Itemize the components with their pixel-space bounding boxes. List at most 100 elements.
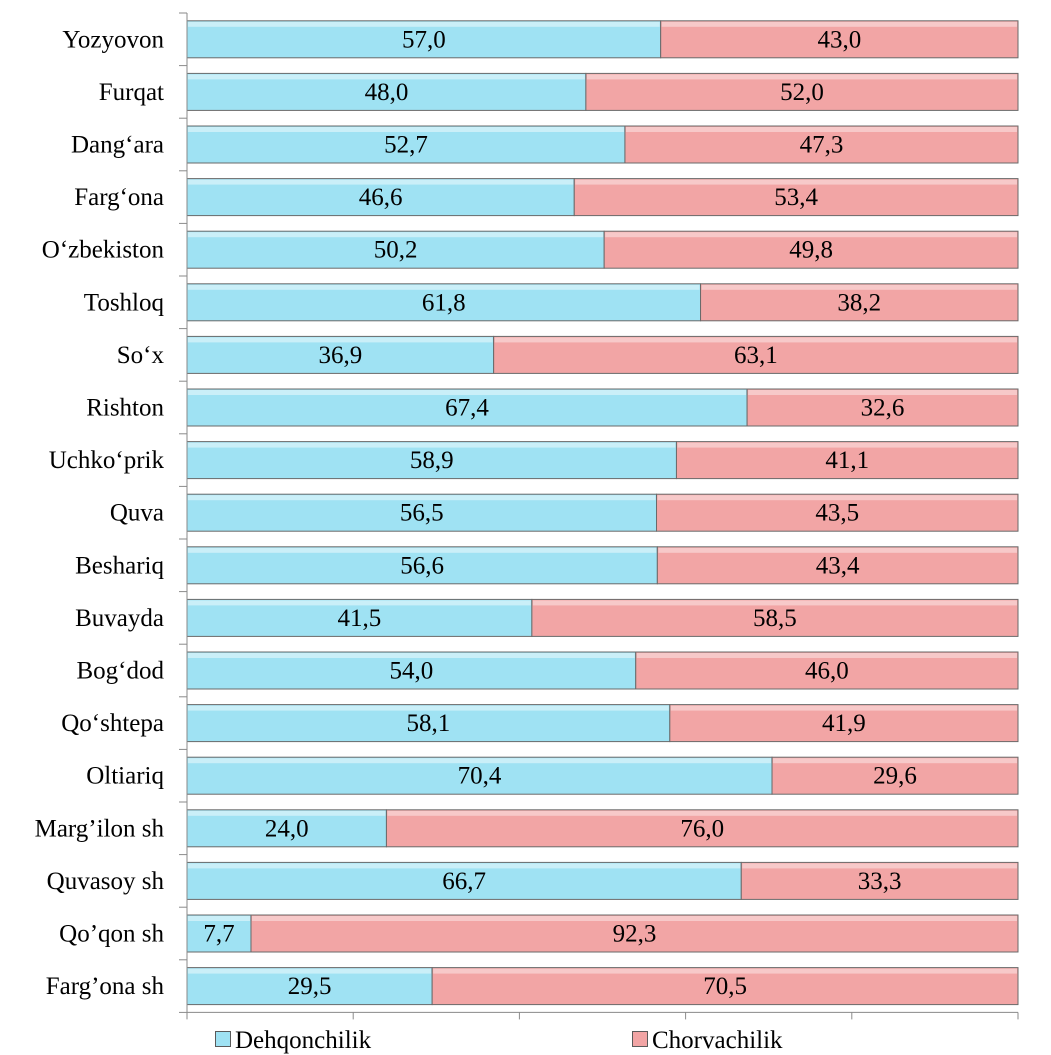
bar-highlight (657, 495, 1017, 501)
category-label-dang-ara: Dang‘ara (71, 132, 164, 159)
bar-chorvachilik-qo-shtepa (669, 704, 1019, 743)
bar-highlight (188, 863, 741, 869)
bar-chorvachilik-rishton (746, 388, 1019, 427)
data-label-chorvachilik-furqat: 52,0 (780, 79, 824, 106)
category-label-qo-qon-sh: Qo’qon sh (59, 921, 164, 948)
data-label-dehqonchilik-dang-ara: 52,7 (384, 132, 428, 159)
category-label-so-x: So‘x (117, 342, 165, 369)
bar-dehqonchilik-farg-ona-sh (186, 967, 433, 1006)
legend-item-dehqonchilik: Dehqonchilik (215, 1027, 371, 1055)
bar-dehqonchilik-bog-dod (186, 651, 637, 690)
data-label-dehqonchilik-farg-ona: 46,6 (359, 184, 403, 211)
data-label-dehqonchilik-quva: 56,5 (400, 500, 444, 527)
data-label-chorvachilik-rishton: 32,6 (861, 395, 905, 422)
bar-dehqonchilik-rishton (186, 388, 748, 427)
bar-dehqonchilik-quvasoy-sh (186, 861, 742, 900)
bar-highlight (586, 74, 1017, 80)
bar-chorvachilik-farg-ona-sh (431, 967, 1019, 1006)
data-label-chorvachilik-quvasoy-sh: 33,3 (858, 868, 902, 895)
data-label-dehqonchilik-marg-ilon-sh: 24,0 (265, 815, 309, 842)
data-label-chorvachilik-buvayda: 58,5 (753, 605, 797, 632)
bar-highlight (742, 863, 1017, 869)
data-label-chorvachilik-bog-dod: 46,0 (805, 658, 849, 685)
category-label-farg-ona: Farg‘ona (74, 184, 164, 211)
bar-chorvachilik-dang-ara (624, 125, 1019, 164)
bar-chorvachilik-toshloq (700, 283, 1019, 322)
data-label-chorvachilik-farg-ona: 53,4 (774, 184, 818, 211)
bar-highlight (188, 74, 585, 80)
bar-dehqonchilik-buvayda (186, 598, 533, 637)
bar-dehqonchilik-yozyovon (186, 20, 662, 59)
bar-highlight (188, 495, 656, 501)
stacked-bar-chart: 57,0 43,0 48,0 52,0 52,7 47,3 46,6 53,4 50,2 49,8… (35, 12, 1019, 1020)
bar-dehqonchilik-beshariq (186, 546, 658, 585)
bar-highlight (661, 21, 1017, 27)
bar-highlight (188, 758, 772, 764)
bar-highlight (433, 968, 1017, 974)
bar-highlight (748, 390, 1017, 395)
data-label-chorvachilik-dang-ara: 47,3 (800, 132, 844, 159)
chorvachilik-swatch-icon (632, 1031, 648, 1047)
category-label-buvayda: Buvayda (75, 605, 164, 632)
bar-highlight (188, 337, 493, 343)
axes-layer: Yozyovon Furqat Dang‘ara Farg‘ona O‘zbekisto… (35, 12, 1019, 1020)
bar-highlight (575, 179, 1017, 185)
bar-highlight (532, 600, 1017, 606)
bar-chorvachilik-so-x (493, 335, 1019, 374)
data-label-dehqonchilik-qo-qon-sh: 7,7 (203, 921, 234, 948)
category-label-oltiariq: Oltiariq (86, 763, 164, 790)
data-label-chorvachilik-beshariq: 43,4 (816, 552, 860, 579)
bar-chorvachilik-quvasoy-sh (740, 861, 1019, 900)
data-label-chorvachilik-marg-ilon-sh: 76,0 (680, 815, 724, 842)
bar-chorvachilik-quva (656, 493, 1019, 532)
data-label-dehqonchilik-buvayda: 41,5 (338, 605, 382, 632)
data-label-chorvachilik-toshloq: 38,2 (837, 289, 881, 316)
data-label-dehqonchilik-toshloq: 61,8 (422, 289, 466, 316)
category-label-beshariq: Beshariq (75, 552, 164, 579)
data-label-dehqonchilik-so-x: 36,9 (318, 342, 362, 369)
data-label-dehqonchilik-quvasoy-sh: 66,7 (442, 868, 486, 895)
category-label-quva: Quva (110, 500, 164, 527)
legend-label-chorvachilik: Chorvachilik (652, 1027, 783, 1054)
bar-dehqonchilik-so-x (186, 335, 495, 374)
category-label-yozyovon: Yozyovon (62, 26, 164, 53)
bar-highlight (773, 758, 1017, 764)
bar-highlight (188, 653, 635, 658)
bar-chorvachilik-uchko-prik (675, 441, 1019, 480)
data-label-chorvachilik-farg-ona-sh: 70,5 (703, 973, 747, 1000)
bar-highlight (188, 284, 700, 290)
bar-highlight (188, 600, 531, 606)
bar-highlight (658, 547, 1017, 553)
bar-highlight (677, 442, 1017, 448)
data-label-dehqonchilik-qo-shtepa: 58,1 (407, 710, 451, 737)
data-label-dehqonchilik-uchko-prik: 58,9 (410, 447, 454, 474)
bar-highlight (387, 810, 1017, 816)
bar-chorvachilik-beshariq (656, 546, 1019, 585)
category-label-qo-shtepa: Qo‘shtepa (61, 710, 164, 737)
data-label-dehqonchilik-rishton: 67,4 (445, 395, 489, 422)
data-label-chorvachilik-yozyovon: 43,0 (817, 26, 861, 53)
dehqonchilik-swatch-icon (215, 1031, 231, 1047)
bar-chorvachilik-o-zbekiston (603, 230, 1019, 269)
bar-chorvachilik-qo-qon-sh (250, 914, 1019, 953)
bar-dehqonchilik-qo-shtepa (186, 704, 671, 743)
category-label-toshloq: Toshloq (84, 289, 165, 316)
data-label-dehqonchilik-oltiariq: 70,4 (458, 763, 502, 790)
bar-highlight (670, 705, 1017, 711)
bar-highlight (494, 337, 1017, 343)
data-label-chorvachilik-qo-qon-sh: 92,3 (613, 921, 657, 948)
category-label-o-zbekiston: O‘zbekiston (42, 237, 165, 264)
bar-highlight (188, 442, 676, 448)
bar-chorvachilik-bog-dod (635, 651, 1019, 690)
bar-highlight (188, 127, 624, 132)
data-label-dehqonchilik-yozyovon: 57,0 (402, 26, 446, 53)
category-label-uchko-prik: Uchko‘prik (49, 447, 165, 474)
bar-highlight (188, 968, 432, 974)
bar-highlight (188, 916, 250, 921)
data-label-chorvachilik-qo-shtepa: 41,9 (822, 710, 866, 737)
bar-dehqonchilik-toshloq (186, 283, 702, 322)
data-label-chorvachilik-oltiariq: 29,6 (873, 763, 917, 790)
category-label-bog-dod: Bog‘dod (77, 658, 165, 685)
legend-item-chorvachilik: Chorvachilik (632, 1027, 783, 1055)
legend-label-dehqonchilik: Dehqonchilik (235, 1027, 372, 1054)
